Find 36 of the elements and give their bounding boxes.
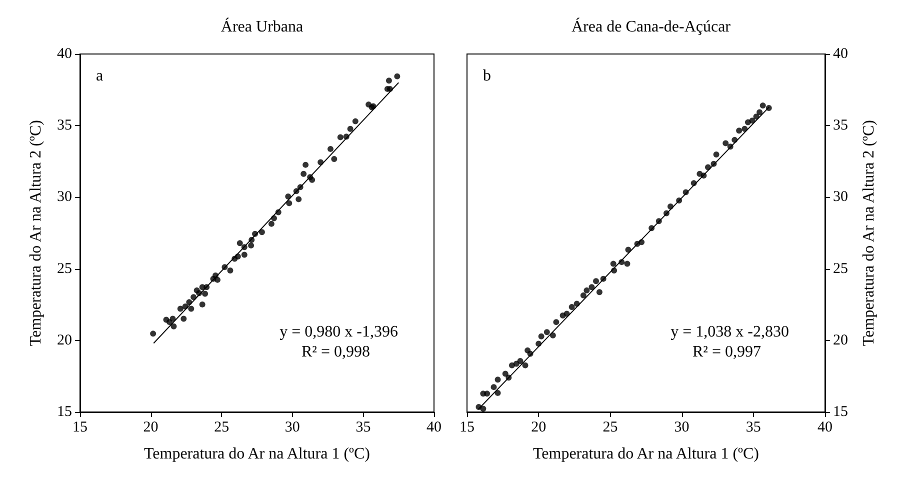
x-tick-label: 30 xyxy=(674,420,690,436)
x-tick-label: 40 xyxy=(818,420,832,436)
y-tick-label: 20 xyxy=(57,332,72,348)
y-tick-label: 30 xyxy=(833,189,848,206)
y-tick-label: 25 xyxy=(57,260,72,277)
y-tick-label: 35 xyxy=(57,118,72,134)
x-tick-label: 35 xyxy=(746,420,761,436)
y-tick-label: 15 xyxy=(57,404,72,420)
annotation: y = 0,980 x -1,396 xyxy=(280,324,398,340)
x-tick-label: 15 xyxy=(72,420,88,436)
x-tick-label: 25 xyxy=(214,420,230,436)
annotation: R² = 0,998 xyxy=(302,344,370,360)
y-axis-title: Temperatura do Ar na Altura 2 (ºC) xyxy=(860,120,878,346)
y-tick-label: 25 xyxy=(833,260,848,277)
x-tick-label: 20 xyxy=(531,420,546,436)
x-axis-title: Temperatura do Ar na Altura 1 (ºC) xyxy=(144,446,370,462)
chart-title: Área de Cana-de-Açúcar xyxy=(571,18,732,36)
annotation: R² = 0,997 xyxy=(692,344,761,360)
y-tick-label: 35 xyxy=(833,118,848,134)
y-tick-label: 40 xyxy=(57,46,72,62)
annotation: a xyxy=(96,68,104,84)
x-tick-label: 30 xyxy=(284,420,300,436)
y-tick-label: 20 xyxy=(833,332,848,348)
annotation: b xyxy=(483,68,491,84)
x-tick-label: 20 xyxy=(143,420,158,436)
x-tick-label: 35 xyxy=(356,420,371,436)
annotation: y = 1,038 x -2,830 xyxy=(670,324,789,340)
chart-title: Área Urbana xyxy=(220,18,304,36)
x-tick-label: 40 xyxy=(426,420,442,436)
y-axis-title: Temperatura do Ar na Altura 2 (ºC) xyxy=(28,120,44,346)
x-tick-label: 25 xyxy=(602,420,618,436)
y-tick-label: 30 xyxy=(57,189,72,206)
x-tick-label: 15 xyxy=(460,420,474,436)
x-axis-title: Temperatura do Ar na Altura 1 (ºC) xyxy=(533,446,759,462)
y-tick-label: 40 xyxy=(833,46,848,62)
y-tick-label: 15 xyxy=(833,404,848,420)
